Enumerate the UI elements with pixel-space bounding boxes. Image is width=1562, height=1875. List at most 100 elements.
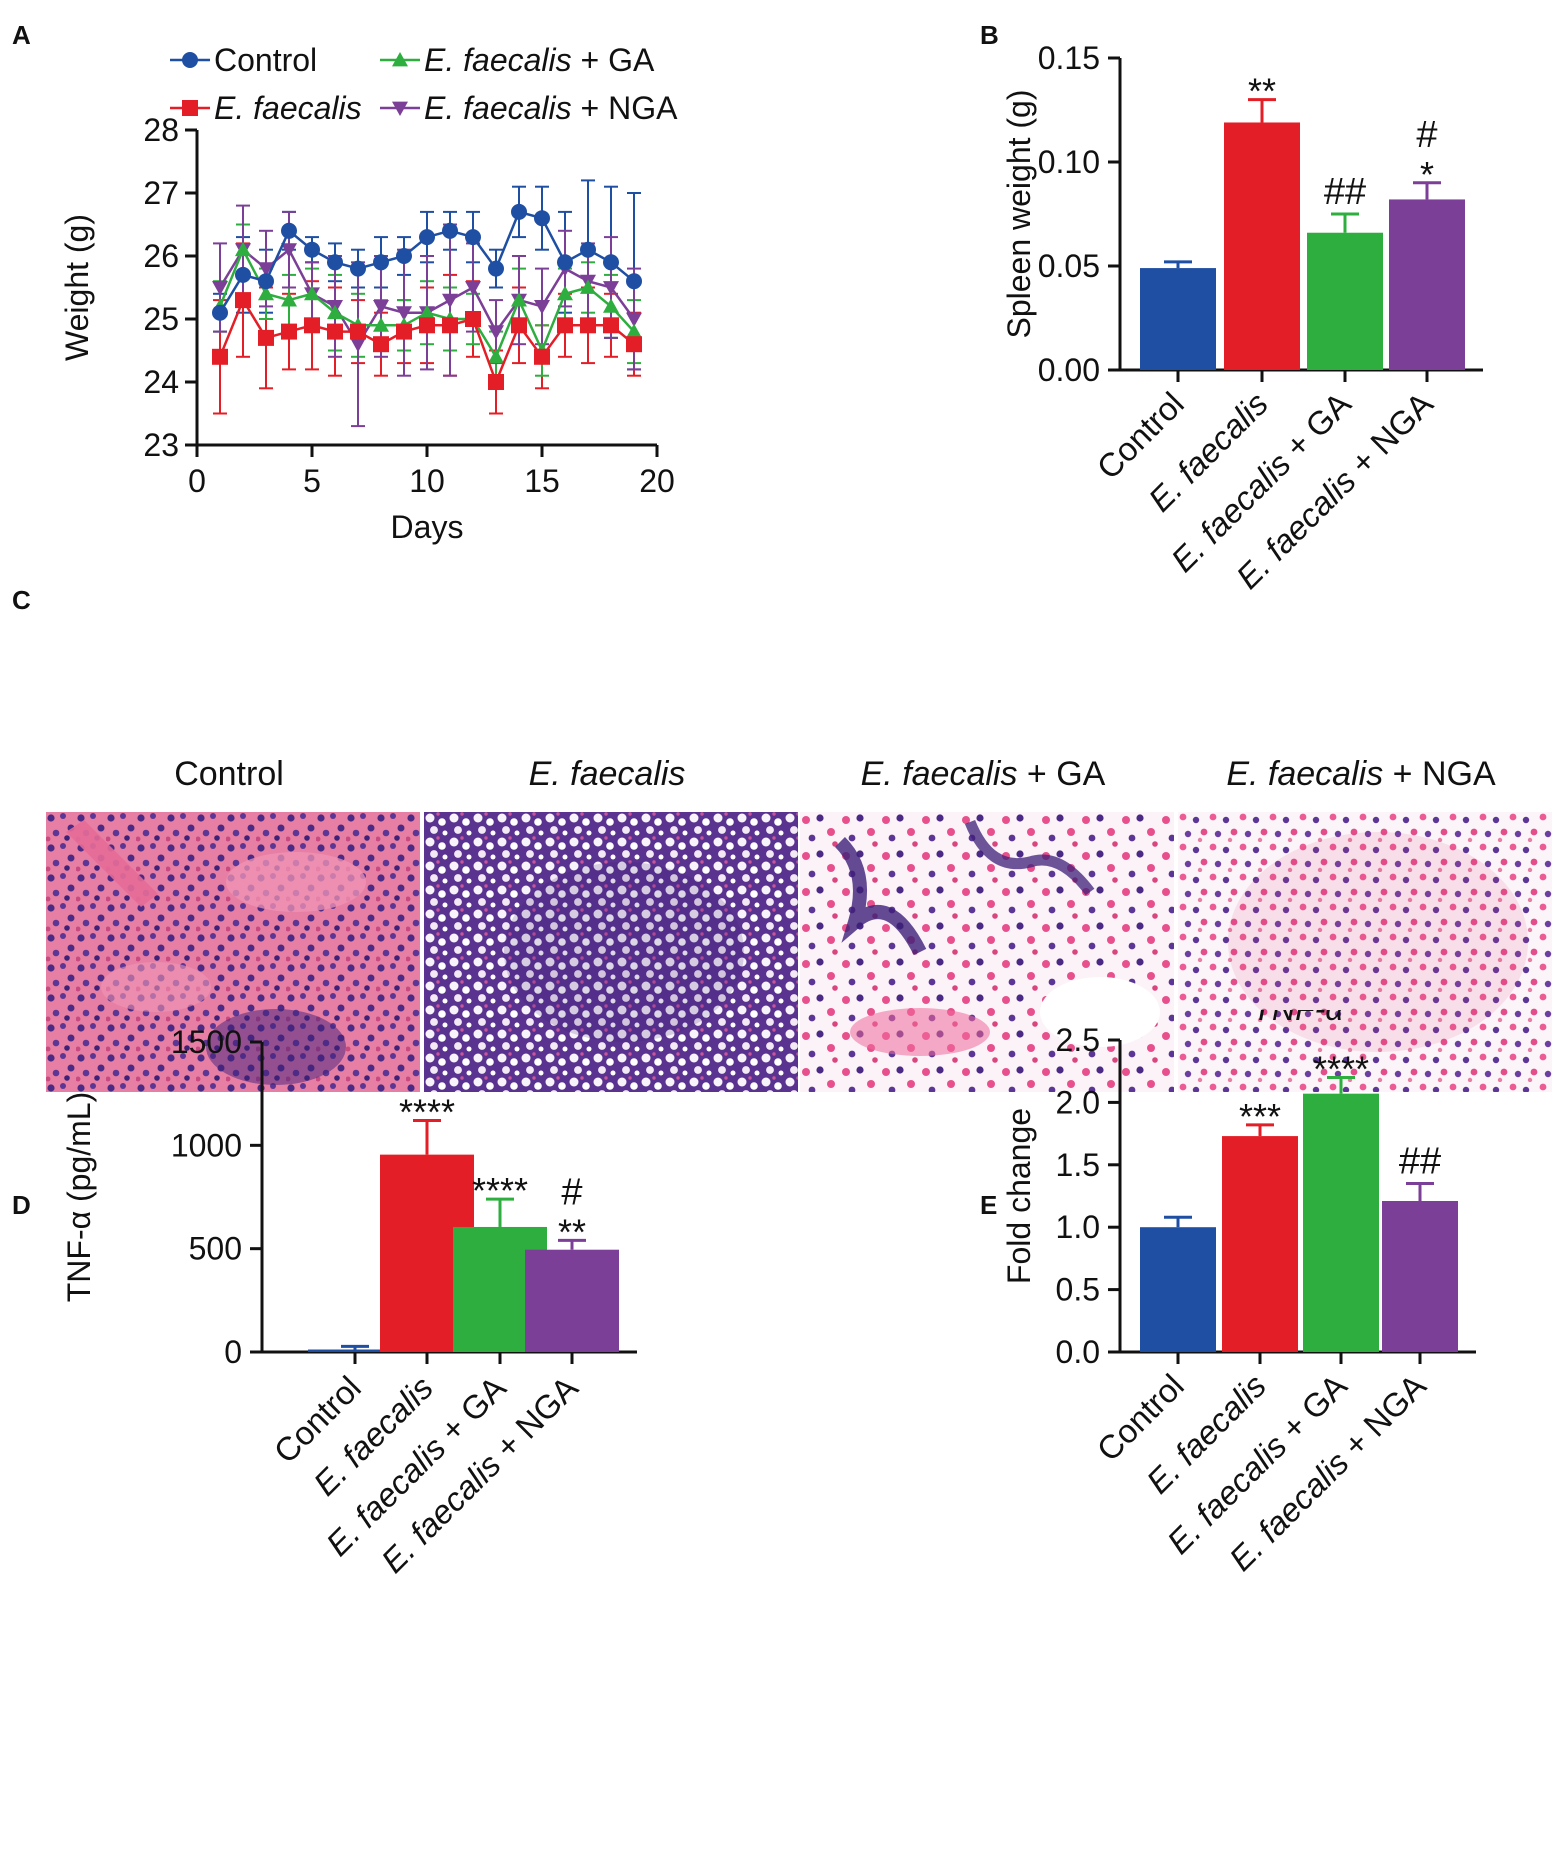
y-tick-label: 0.5	[1056, 1272, 1100, 1308]
bar	[1303, 1093, 1379, 1352]
y-tick-label: 26	[143, 238, 179, 274]
y-tick-label: 2.0	[1056, 1084, 1100, 1120]
data-point	[603, 298, 619, 313]
x-tick-label: 20	[639, 463, 675, 499]
y-tick-label: 0.0	[1056, 1334, 1100, 1370]
data-point	[350, 260, 366, 277]
chart-weight-line: 23 24 25 26 27 28 0 5 10 15 20 Days Weight (g) Contro…	[59, 42, 678, 545]
data-point	[603, 254, 619, 271]
data-point	[304, 317, 320, 334]
panel-letter-b: B	[980, 20, 999, 50]
data-point	[327, 254, 343, 271]
significance-label: ****	[472, 1170, 528, 1211]
data-point	[442, 293, 458, 309]
data-point	[580, 279, 596, 294]
y-tick-label: 23	[143, 427, 179, 463]
bar	[1389, 199, 1465, 370]
legend-label: E. faecalis + NGA	[424, 90, 678, 126]
y-tick-label: 28	[143, 112, 179, 148]
data-point	[396, 306, 412, 321]
data-point	[534, 300, 550, 315]
data-point	[511, 317, 527, 334]
data-point	[419, 304, 435, 320]
data-point	[580, 241, 596, 258]
data-point	[534, 210, 550, 227]
data-point	[373, 254, 389, 271]
data-point	[488, 348, 504, 364]
data-point	[603, 281, 619, 296]
y-tick-label: 0.00	[1038, 352, 1100, 388]
data-point	[212, 304, 228, 321]
data-point	[511, 292, 527, 307]
panel-letter-a: A	[12, 20, 31, 50]
data-point	[442, 317, 458, 334]
panel-letter-c: C	[12, 585, 31, 615]
legend-item-2: E. faecalis	[170, 90, 362, 126]
x-tick-label: 15	[524, 463, 560, 499]
y-tick-label: 25	[143, 301, 179, 337]
data-point	[281, 222, 297, 239]
data-point	[557, 285, 573, 301]
y-tick-label: 500	[189, 1231, 242, 1267]
data-point	[465, 229, 481, 246]
data-point	[212, 281, 228, 296]
data-point	[281, 292, 297, 307]
significance-label: ##	[1324, 171, 1366, 213]
data-point	[465, 311, 481, 327]
histology-image-control	[46, 812, 420, 1092]
data-point	[327, 323, 343, 340]
histo-title-ga: E. faecalis + GA	[860, 755, 1106, 793]
bar	[1140, 268, 1216, 370]
data-point	[465, 281, 481, 296]
data-point	[281, 323, 297, 340]
data-point	[580, 317, 596, 334]
significance-label: #	[1416, 114, 1437, 156]
data-point	[350, 337, 366, 353]
bar	[525, 1249, 619, 1352]
data-point	[373, 300, 389, 315]
y-tick-label: 1500	[171, 1024, 242, 1060]
significance-label: **	[1248, 71, 1276, 112]
x-axis-label: Days	[391, 509, 464, 545]
y-axis-label: Weight (g)	[59, 214, 95, 361]
data-point	[327, 304, 343, 320]
data-point	[419, 229, 435, 246]
data-point	[626, 336, 642, 353]
data-point	[212, 348, 228, 365]
data-point	[281, 243, 297, 258]
x-tick-label: 0	[188, 463, 206, 499]
chart-title: TNF-α	[1252, 1010, 1344, 1027]
data-point	[626, 273, 642, 290]
data-point	[557, 254, 573, 271]
data-point	[534, 348, 550, 365]
y-axis-label: TNF-α (pg/mL)	[61, 1092, 97, 1303]
significance-label: ****	[1313, 1048, 1369, 1089]
bar	[1140, 1227, 1216, 1352]
data-point	[488, 325, 504, 340]
data-point	[396, 323, 412, 340]
significance-label: ***	[1239, 1096, 1281, 1137]
legend-label: E. faecalis	[214, 90, 362, 126]
y-tick-label: 0.05	[1038, 248, 1100, 284]
data-point	[258, 262, 274, 277]
y-axis-label: Fold change	[1001, 1108, 1037, 1284]
data-point	[419, 317, 435, 334]
significance-label: ****	[399, 1092, 455, 1133]
data-point	[235, 266, 251, 283]
legend-marker	[182, 52, 198, 68]
data-point	[304, 285, 320, 301]
y-tick-label: 1.0	[1056, 1209, 1100, 1245]
significance-label: ##	[1399, 1141, 1441, 1183]
significance-label: **	[558, 1211, 586, 1252]
histo-title-control: Control	[174, 755, 284, 793]
data-point	[258, 285, 274, 301]
data-point	[396, 248, 412, 264]
data-point	[488, 374, 504, 390]
legend-marker	[392, 52, 408, 67]
data-point	[235, 241, 251, 257]
data-point	[511, 203, 527, 220]
y-tick-label: 0	[224, 1334, 242, 1370]
data-point	[350, 323, 366, 340]
data-point	[488, 260, 504, 277]
